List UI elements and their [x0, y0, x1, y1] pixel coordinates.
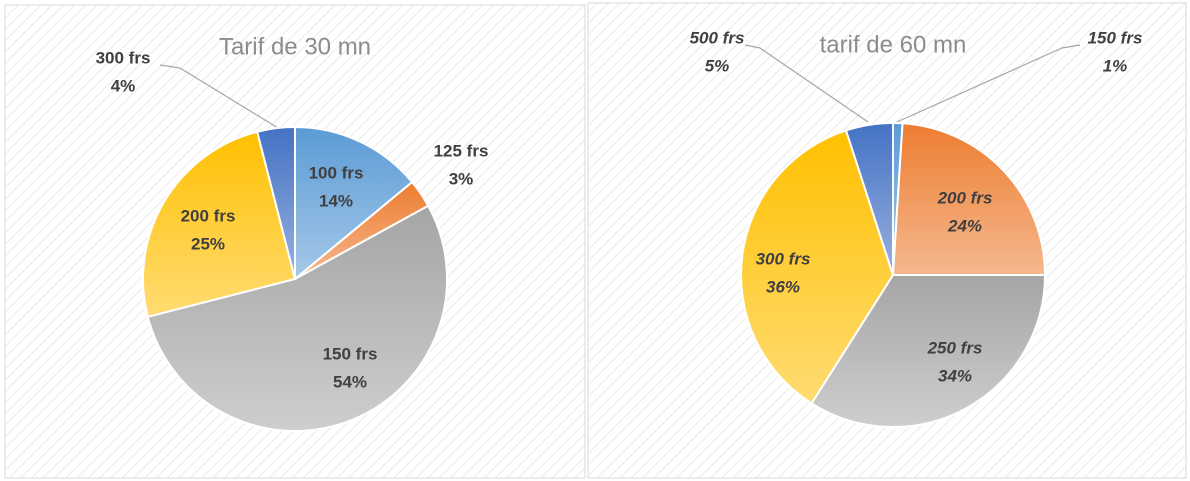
slice-category-label: 150 frs [1088, 28, 1143, 47]
pie-slice [146, 204, 448, 432]
slice-value-label: 3% [449, 169, 474, 188]
slice-category-label: 125 frs [434, 141, 489, 160]
pie-slice [142, 130, 297, 319]
slice-value-label: 54% [333, 372, 367, 391]
slice-value-label: 24% [947, 216, 982, 235]
slice-category-label: 300 frs [756, 249, 811, 268]
slice-category-label: 300 frs [96, 48, 151, 67]
pie-slice [294, 125, 414, 282]
slice-value-label: 1% [1103, 56, 1128, 75]
slice-category-label: 200 frs [937, 188, 993, 207]
chart-title: Tarif de 30 mn [219, 33, 371, 60]
leader-line [896, 44, 1081, 123]
slice-value-label: 34% [938, 366, 972, 385]
pie-slice [891, 122, 1047, 276]
slice-value-label: 25% [191, 234, 225, 253]
slice-value-label: 14% [319, 191, 353, 210]
chart-title: tarif de 60 mn [820, 31, 967, 58]
slice-value-label: 36% [766, 277, 800, 296]
slice-category-label: 100 frs [309, 163, 364, 182]
slice-category-label: 500 frs [690, 28, 745, 47]
slice-value-label: 5% [705, 56, 730, 75]
pie-slice [740, 129, 895, 405]
slice-value-label: 4% [111, 76, 136, 95]
slice-category-label: 250 frs [927, 338, 983, 357]
pie-slice [844, 121, 894, 276]
leader-line [744, 44, 869, 123]
pie-slice [255, 125, 296, 280]
slice-category-label: 150 frs [323, 344, 378, 363]
leader-line [159, 64, 279, 129]
slice-category-label: 200 frs [181, 206, 236, 225]
